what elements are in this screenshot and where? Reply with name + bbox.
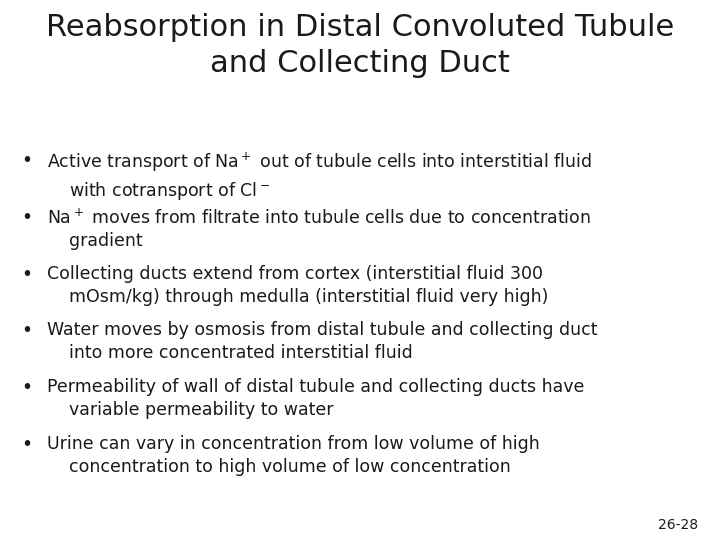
Text: Active transport of Na$^+$ out of tubule cells into interstitial fluid
    with : Active transport of Na$^+$ out of tubule… (47, 151, 592, 202)
Text: •: • (22, 321, 32, 340)
Text: Collecting ducts extend from cortex (interstitial fluid 300
    mOsm/kg) through: Collecting ducts extend from cortex (int… (47, 265, 548, 306)
Text: •: • (22, 435, 32, 454)
Text: Reabsorption in Distal Convoluted Tubule
and Collecting Duct: Reabsorption in Distal Convoluted Tubule… (46, 14, 674, 78)
Text: Permeability of wall of distal tubule and collecting ducts have
    variable per: Permeability of wall of distal tubule an… (47, 378, 584, 419)
Text: •: • (22, 265, 32, 284)
Text: •: • (22, 208, 32, 227)
Text: Urine can vary in concentration from low volume of high
    concentration to hig: Urine can vary in concentration from low… (47, 435, 539, 476)
Text: Na$^+$ moves from filtrate into tubule cells due to concentration
    gradient: Na$^+$ moves from filtrate into tubule c… (47, 208, 590, 250)
Text: •: • (22, 151, 32, 170)
Text: •: • (22, 378, 32, 397)
Text: 26-28: 26-28 (658, 518, 698, 532)
Text: Water moves by osmosis from distal tubule and collecting duct
    into more conc: Water moves by osmosis from distal tubul… (47, 321, 598, 362)
